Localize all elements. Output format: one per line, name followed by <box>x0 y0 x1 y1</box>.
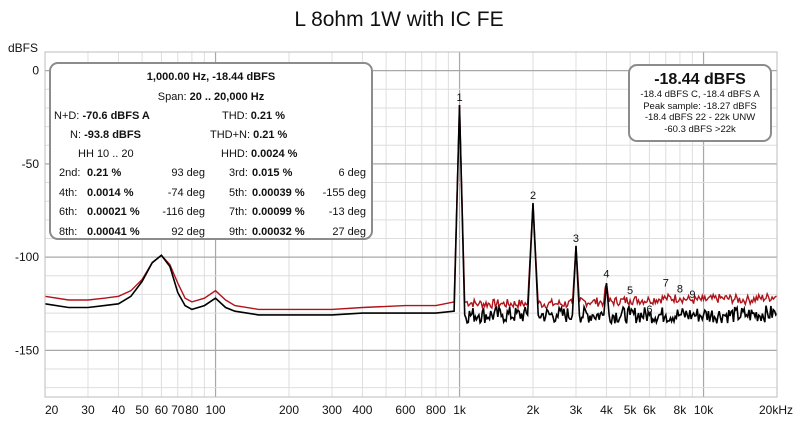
level-line-4: -60.3 dBFS >22k <box>664 123 736 135</box>
harmonic-value: 0.00032 % <box>252 225 305 238</box>
y-tick-label: -50 <box>22 157 40 171</box>
harmonic-phase: -13 deg <box>328 206 366 218</box>
harmonic-order: 4th: <box>59 186 78 199</box>
harmonic-value: 0.00039 % <box>252 186 305 199</box>
harmonic-phase: 6 deg <box>338 167 366 179</box>
x-tick-label: 60 <box>155 403 169 417</box>
x-tick-label: 1k <box>453 403 467 417</box>
x-tick-label: 100 <box>206 403 226 417</box>
x-tick-label: 8k <box>674 403 688 417</box>
plot-border <box>44 51 778 398</box>
level-main: -18.44 dBFS <box>654 71 746 88</box>
harmonic-order: 5th: <box>229 186 248 199</box>
harmonic-label: 9 <box>689 289 695 301</box>
x-tick-label: 20 <box>45 403 59 417</box>
harmonic-label: 6 <box>646 304 652 316</box>
thd-readout: THD: 0.21 % <box>222 110 285 122</box>
x-tick-label: 30 <box>81 403 95 417</box>
x-tick-label: 400 <box>352 403 372 417</box>
y-tick-label: -150 <box>15 343 39 357</box>
harmonic-value: 0.21 % <box>87 167 122 179</box>
harmonic-phase: 92 deg <box>171 225 205 238</box>
x-tick-label: 40 <box>112 403 126 417</box>
level-line-3: -18.4 dBFS 22 - 22k UNW <box>644 112 756 123</box>
series-line-2 <box>44 104 778 326</box>
harmonic-label: 4 <box>603 268 609 280</box>
harmonic-label: 1 <box>456 92 462 104</box>
harmonic-phase: -116 deg <box>162 206 205 218</box>
x-tick-label: 6k <box>643 403 657 417</box>
harmonic-label: 2 <box>530 190 536 202</box>
x-tick-label: 50 <box>135 403 149 417</box>
harmonic-order: 2nd: <box>59 167 81 179</box>
level-line-1: -18.4 dBFS C, -18.4 dBFS A <box>640 89 760 100</box>
x-tick-label: 3k <box>570 403 584 417</box>
harmonic-order: 6th: <box>59 206 78 218</box>
series-line-1 <box>44 104 778 311</box>
level-line-2: Peak sample: -18.27 dBFS <box>643 100 757 112</box>
harmonic-phase: -74 deg <box>167 186 205 199</box>
x-tick-label: 600 <box>395 403 415 417</box>
y-axis-label: dBFS <box>8 41 39 55</box>
chart-title: L 8ohm 1W with IC FE <box>294 8 504 31</box>
x-tick-label: 4k <box>600 403 614 417</box>
x-tick-label: 70 <box>171 403 185 417</box>
noise-readout: N: -93.8 dBFS <box>70 129 141 141</box>
harmonic-value: 0.0014 % <box>87 186 134 199</box>
axis-tick-labels: 20 30 40 50 60 70 80 100 200 300 400 600 800 1k 2k 3k 4k… <box>15 64 793 417</box>
x-tick-label: 20kHz <box>759 403 793 417</box>
measurement-panel: 1,000.00 Hz, -18.44 dBFS Span: 20 .. 20,… <box>49 62 373 240</box>
y-tick-label: 0 <box>32 64 39 78</box>
harmonic-order: 8th: <box>59 225 78 238</box>
harmonic-value: 0.00099 % <box>252 206 305 218</box>
harmonic-value: 0.00021 % <box>87 206 140 218</box>
x-tick-label: 80 <box>185 403 199 417</box>
thdn-readout: THD+N: 0.21 % <box>210 129 288 141</box>
hhd-readout: HHD: 0.0024 % <box>221 148 298 160</box>
harmonic-labels: 1 2 3 4 5 6 7 8 9 <box>456 92 695 316</box>
harmonic-label: 7 <box>663 278 669 290</box>
span-readout: Span: 20 .. 20,000 Hz <box>157 91 265 103</box>
harmonic-value: 0.015 % <box>252 167 293 179</box>
harmonic-order: 9th: <box>229 225 248 238</box>
harmonic-phase: -155 deg <box>322 186 366 199</box>
harmonic-value: 0.00041 % <box>87 225 140 238</box>
x-tick-label: 10k <box>694 403 714 417</box>
harmonic-label: 5 <box>627 285 633 297</box>
harmonic-order: 3rd: <box>229 167 248 179</box>
y-tick-label: -100 <box>15 250 39 264</box>
harmonic-label: 3 <box>573 233 579 245</box>
x-tick-label: 2k <box>527 403 541 417</box>
harmonic-phase: 93 deg <box>171 167 205 179</box>
harmonic-phase: 27 deg <box>332 225 366 238</box>
harmonic-label: 8 <box>677 283 683 295</box>
x-tick-label: 5k <box>624 403 638 417</box>
fundamental-readout: 1,000.00 Hz, -18.44 dBFS <box>146 71 276 83</box>
x-tick-label: 300 <box>322 403 342 417</box>
series-layer <box>44 104 778 326</box>
nd-readout: N+D: -70.6 dBFS A <box>54 110 150 122</box>
level-panel: -18.44 dBFS -18.4 dBFS C, -18.4 dBFS A P… <box>628 64 772 142</box>
x-tick-label: 800 <box>426 403 446 417</box>
x-tick-label: 200 <box>279 403 299 417</box>
harmonic-order: 7th: <box>229 206 248 218</box>
hh-range: HH 10 .. 20 <box>78 148 134 160</box>
